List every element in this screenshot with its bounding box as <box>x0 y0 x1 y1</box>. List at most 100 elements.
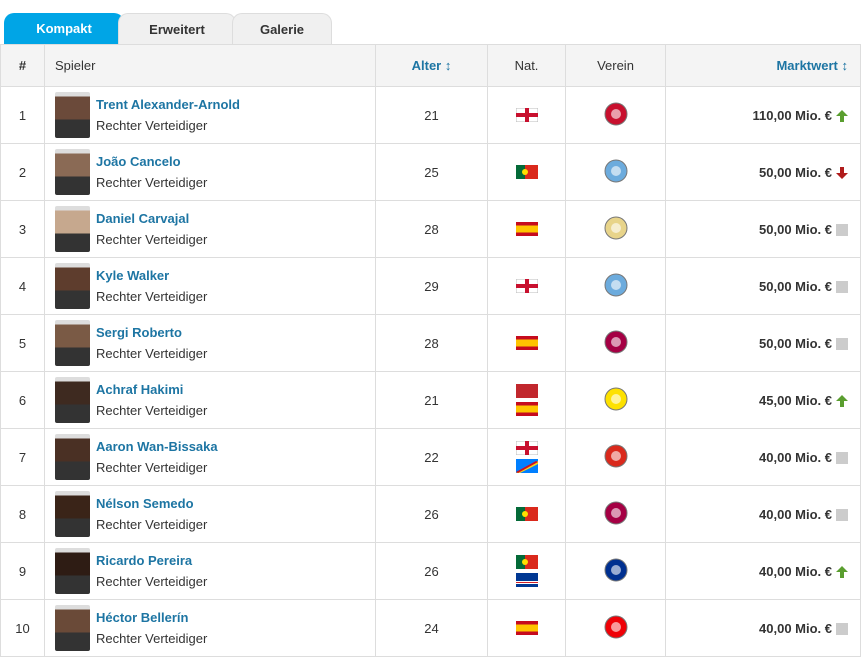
cell: Héctor Bellerín Rechter Verteidiger <box>44 599 376 657</box>
flag <box>515 165 538 179</box>
market-value: 45,00 Mio. € <box>759 392 832 408</box>
header-text: Verein <box>597 58 634 73</box>
player-info: Daniel Carvajal Rechter Verteidiger <box>96 211 207 247</box>
player-name[interactable]: Daniel Carvajal <box>96 211 190 226</box>
player-name[interactable]: Kyle Walker <box>96 268 170 283</box>
player-name[interactable]: Trent Alexander-Arnold <box>96 97 240 112</box>
player-position: Rechter Verteidiger <box>96 346 208 361</box>
cell: 24 <box>375 599 488 657</box>
market-value: 50,00 Mio. € <box>759 278 832 294</box>
flag <box>515 384 538 398</box>
cell: 50,00 Mio. € <box>665 314 861 372</box>
club-crest[interactable] <box>603 443 629 472</box>
cell <box>487 200 566 258</box>
market-value: 50,00 Mio. € <box>759 335 832 351</box>
flag <box>515 278 538 294</box>
table-row: 2 João Cancelo Rechter Verteidiger 25 50,00 … <box>0 143 861 201</box>
tabs: Kompakt Erweitert Galerie <box>0 0 864 44</box>
flag <box>515 507 538 521</box>
club-crest[interactable] <box>603 557 629 586</box>
market-value: 50,00 Mio. € <box>759 164 832 180</box>
cell: Aaron Wan-Bissaka Rechter Verteidiger <box>44 428 376 486</box>
age: 26 <box>424 506 439 522</box>
club-crest[interactable] <box>603 272 629 301</box>
cell <box>565 314 666 372</box>
age: 25 <box>424 164 439 180</box>
age: 22 <box>424 449 439 465</box>
cell <box>487 371 566 429</box>
player: Ricardo Pereira Rechter Verteidiger <box>55 548 375 594</box>
header[interactable]: Alter ↕ <box>375 44 488 87</box>
header-text[interactable]: Alter <box>411 58 442 73</box>
player-name[interactable]: Achraf Hakimi <box>96 382 184 397</box>
age: 26 <box>424 563 439 579</box>
player-info: Ricardo Pereira Rechter Verteidiger <box>96 553 207 589</box>
player-photo <box>55 263 90 309</box>
tab[interactable]: Galerie <box>232 13 332 44</box>
tab[interactable]: Kompakt <box>4 13 124 44</box>
table-row: 10 Héctor Bellerín Rechter Verteidiger 24 40… <box>0 599 861 657</box>
player-info: Héctor Bellerín Rechter Verteidiger <box>96 610 207 646</box>
cell: 40,00 Mio. € <box>665 485 861 543</box>
player-name[interactable]: Ricardo Pereira <box>96 553 193 568</box>
cell: 21 <box>375 371 488 429</box>
flag <box>515 459 538 473</box>
club-crest[interactable] <box>603 101 629 130</box>
cell: 26 <box>375 485 488 543</box>
cell: 50,00 Mio. € <box>665 143 861 201</box>
player-info: Aaron Wan-Bissaka Rechter Verteidiger <box>96 439 218 475</box>
cell <box>565 200 666 258</box>
rank: 2 <box>18 164 27 180</box>
cell: 8 <box>0 485 45 543</box>
club-crest[interactable] <box>603 329 629 358</box>
cell <box>487 542 566 600</box>
club-crest[interactable] <box>603 386 629 415</box>
header-row: # Spieler Alter ↕ Nat. Verein Marktwert … <box>0 44 861 87</box>
market-value: 50,00 Mio. € <box>759 221 832 237</box>
player-name[interactable]: João Cancelo <box>96 154 181 169</box>
cell: 50,00 Mio. € <box>665 257 861 315</box>
cell: 6 <box>0 371 45 429</box>
trend-icon <box>836 452 848 465</box>
club-crest[interactable] <box>603 158 629 187</box>
flag <box>515 336 538 350</box>
tab[interactable]: Erweitert <box>118 13 236 44</box>
trend-icon <box>836 167 848 180</box>
table-row: 1 Trent Alexander-Arnold Rechter Verteidig… <box>0 86 861 144</box>
market-value: 110,00 Mio. € <box>752 107 833 123</box>
sort-icon[interactable]: ↕ <box>841 58 849 73</box>
table-row: 9 Ricardo Pereira Rechter Verteidiger 26 40,… <box>0 542 861 600</box>
player-name[interactable]: Sergi Roberto <box>96 325 182 340</box>
cell: 26 <box>375 542 488 600</box>
trend-icon <box>836 338 848 351</box>
player-photo <box>55 377 90 423</box>
cell: Ricardo Pereira Rechter Verteidiger <box>44 542 376 600</box>
cell: Trent Alexander-Arnold Rechter Verteidige… <box>44 86 376 144</box>
cell: 40,00 Mio. € <box>665 599 861 657</box>
header[interactable]: Marktwert ↕ <box>665 44 861 87</box>
club-crest[interactable] <box>603 500 629 529</box>
cell: 21 <box>375 86 488 144</box>
player-photo <box>55 491 90 537</box>
sort-icon[interactable]: ↕ <box>444 58 452 73</box>
player-name[interactable]: Nélson Semedo <box>96 496 194 511</box>
header-text[interactable]: Marktwert <box>776 58 838 73</box>
cell <box>487 143 566 201</box>
cell: 9 <box>0 542 45 600</box>
header: Nat. <box>487 44 566 87</box>
player-photo <box>55 149 90 195</box>
rank: 7 <box>18 449 27 465</box>
cell: 7 <box>0 428 45 486</box>
player-name[interactable]: Héctor Bellerín <box>96 610 189 625</box>
cell <box>565 371 666 429</box>
cell: 45,00 Mio. € <box>665 371 861 429</box>
player: Sergi Roberto Rechter Verteidiger <box>55 320 375 366</box>
club-crest[interactable] <box>603 215 629 244</box>
club-crest[interactable] <box>603 614 629 643</box>
player-name[interactable]: Aaron Wan-Bissaka <box>96 439 218 454</box>
header-text: # <box>18 58 27 73</box>
table-body: 1 Trent Alexander-Arnold Rechter Verteidig… <box>0 86 861 657</box>
age: 28 <box>424 335 439 351</box>
player-photo <box>55 206 90 252</box>
